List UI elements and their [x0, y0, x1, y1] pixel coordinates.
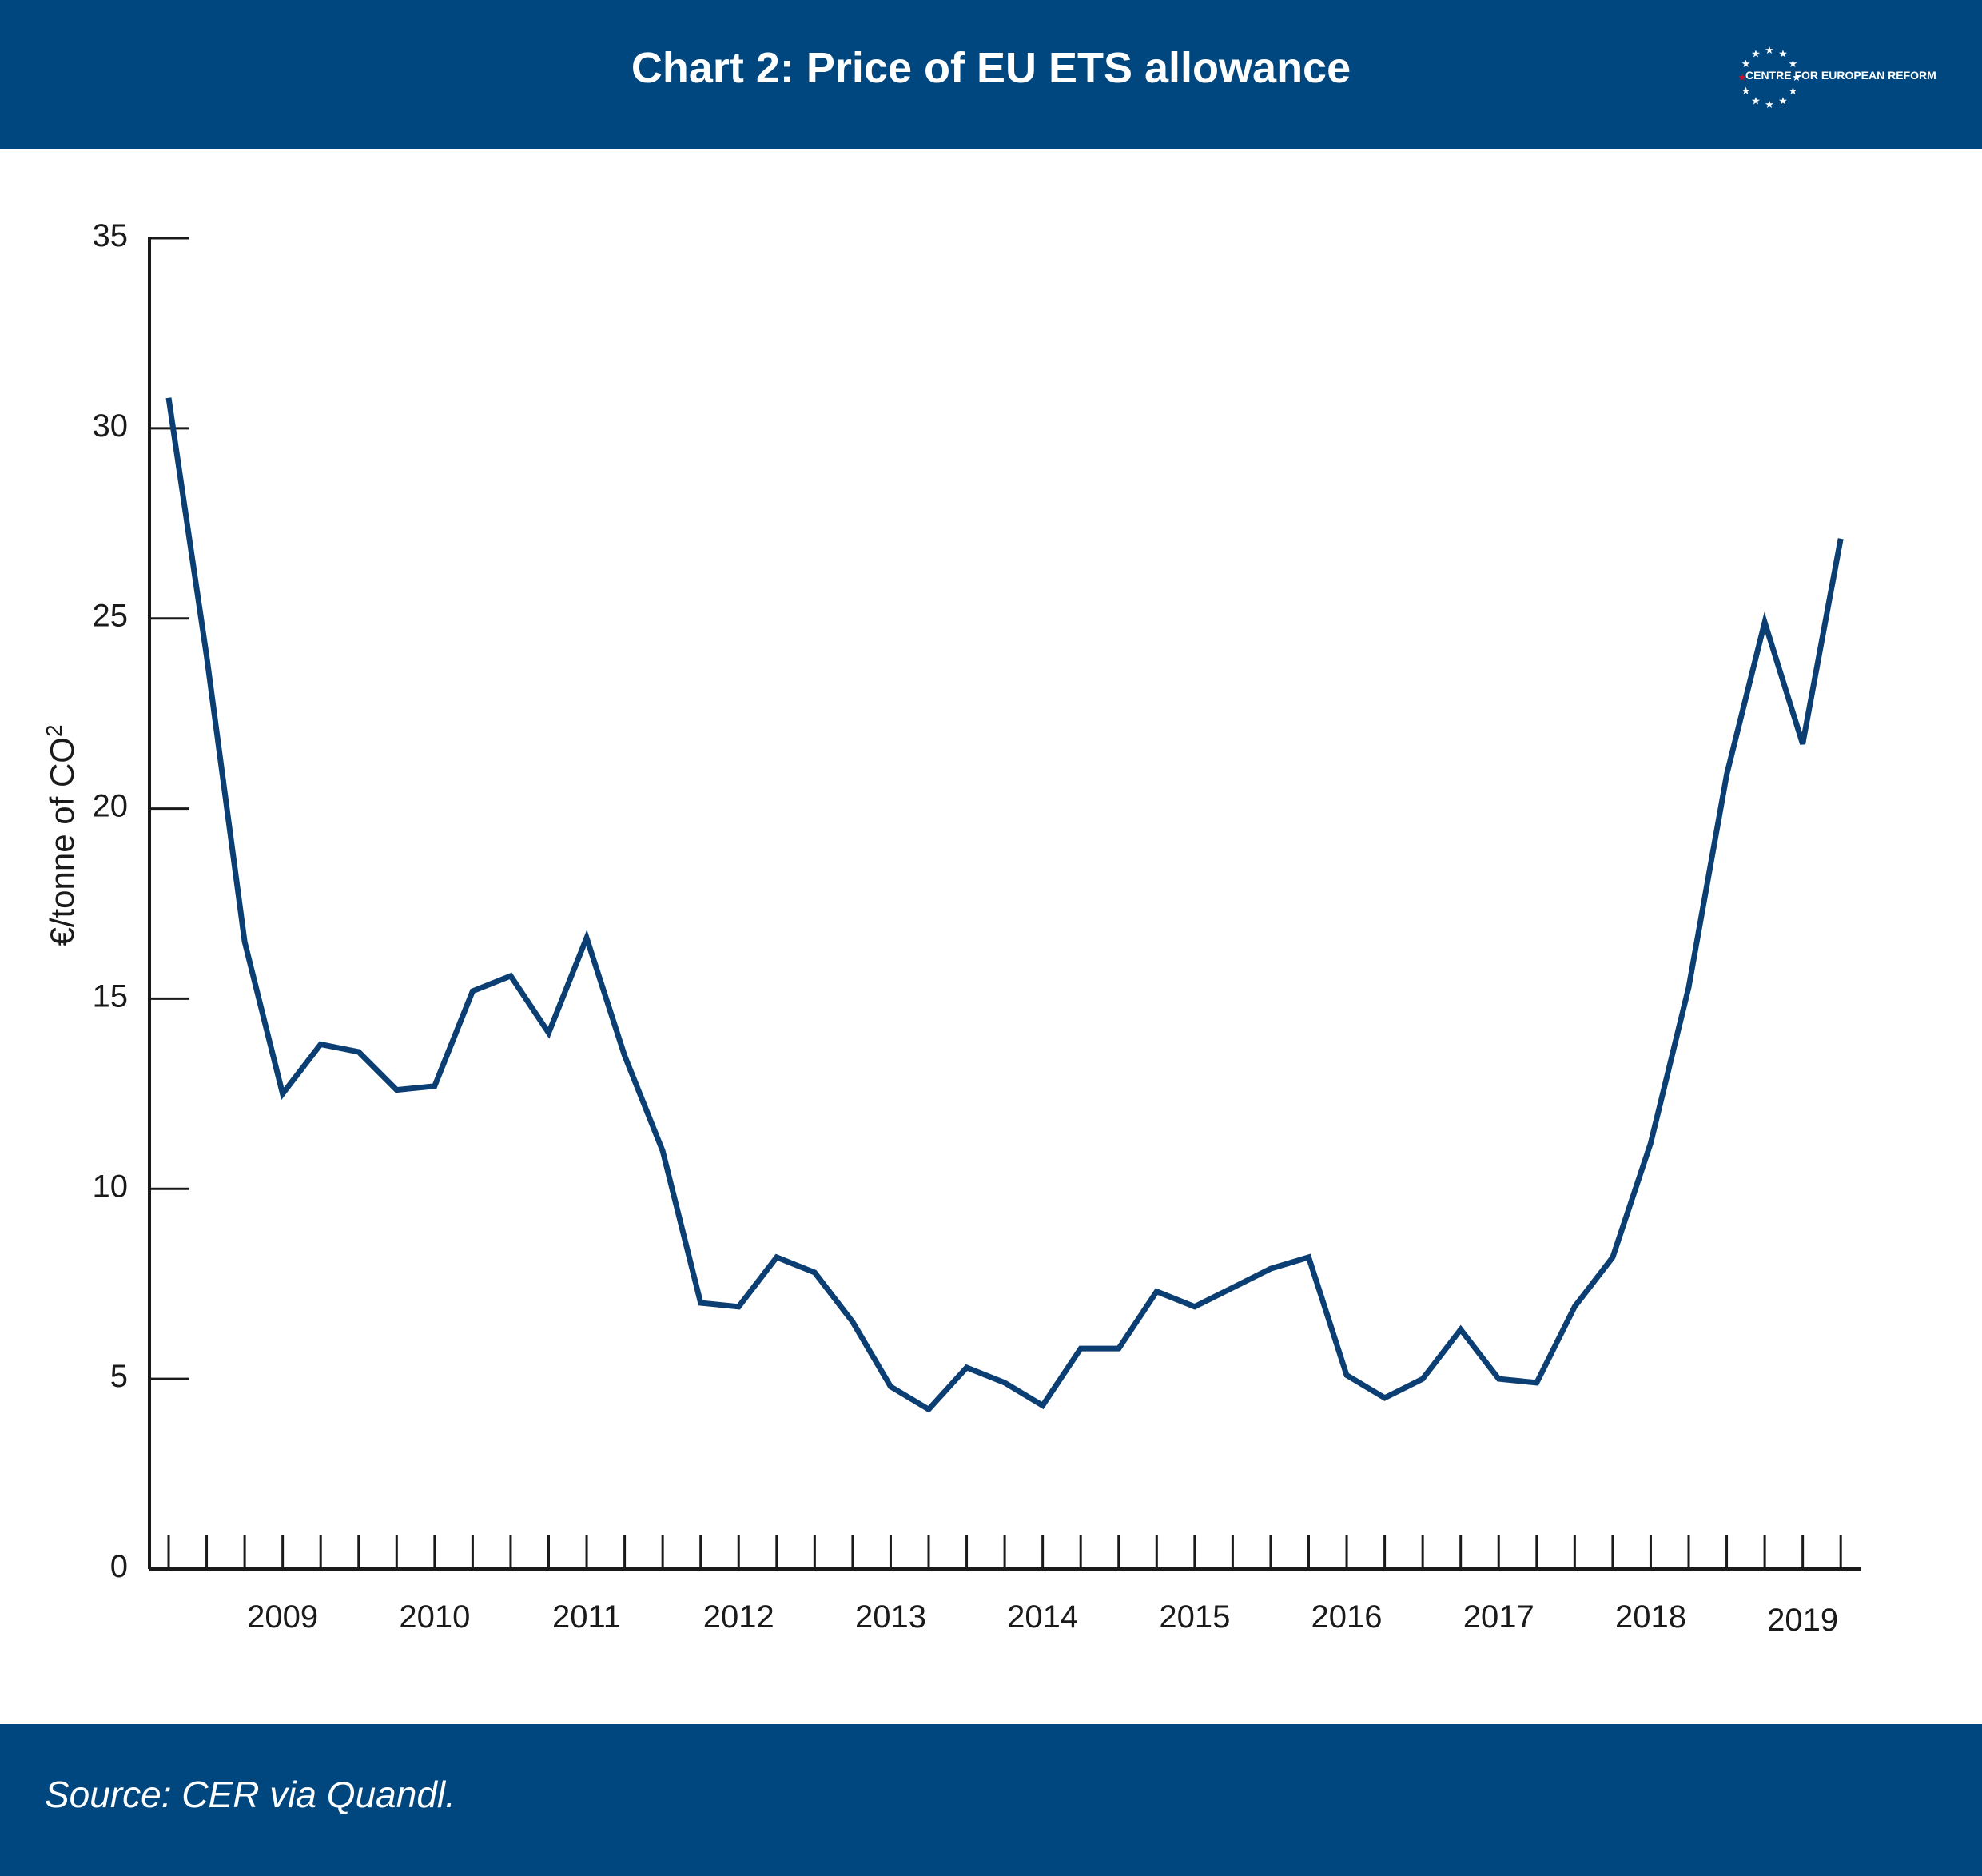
logo-star: ★ [1737, 72, 1747, 84]
logo-star: ★ [1765, 45, 1774, 57]
y-tick-label: 0 [110, 1549, 128, 1584]
series-layer [165, 397, 1844, 1413]
x-tick-label: 2013 [855, 1599, 926, 1635]
logo-star: ★ [1789, 86, 1798, 98]
logo-star: ★ [1751, 95, 1761, 107]
series-line-0 [165, 397, 1844, 1413]
x-tick-label: 2014 [1007, 1599, 1078, 1635]
logo-star: ★ [1789, 58, 1798, 70]
x-tick-label: 2012 [703, 1599, 774, 1635]
logo-text: CENTRE FOR EUROPEAN REFORM [1745, 69, 1936, 82]
y-tick-label: 25 [93, 599, 129, 634]
logo-star: ★ [1741, 86, 1751, 98]
logo-star: ★ [1792, 72, 1801, 84]
eu-stars-icon: ★ ★★★★★★★★★★★ [1737, 45, 1801, 110]
y-tick-label: 10 [93, 1169, 129, 1204]
y-tick-label: 20 [93, 789, 129, 824]
header-bar [0, 0, 1982, 149]
x-tick-label: 2015 [1159, 1599, 1230, 1635]
x-tick-label: 2011 [552, 1599, 621, 1635]
y-tick-label: 30 [93, 408, 129, 444]
footer-bar [0, 1724, 1982, 1876]
source-note: Source: CER via Quandl. [45, 1774, 456, 1815]
logo-star: ★ [1778, 49, 1788, 61]
y-tick-label: 35 [93, 218, 129, 253]
x-tick-label: 2017 [1463, 1599, 1534, 1635]
logo-star: ★ [1741, 58, 1751, 70]
y-axis: 0 5 10 15 20 25 30 35 [93, 218, 189, 1584]
cer-logo: ★ ★★★★★★★★★★★ [1737, 45, 1801, 110]
x-axis: 2009 2010 2011 2012 2013 2014 2015 2016 2017 2018… [149, 1535, 1861, 1638]
x-tick-label: 2009 [247, 1599, 318, 1635]
logo-star: ★ [1765, 99, 1774, 110]
logo-star: ★ [1751, 49, 1761, 61]
x-tick-label: 2018 [1615, 1599, 1686, 1635]
chart-title: Chart 2: Price of EU ETS allowance [631, 44, 1351, 92]
y-tick-label: 5 [110, 1359, 128, 1394]
x-tick-label: 2016 [1311, 1599, 1383, 1635]
x-tick-label: 2010 [399, 1599, 470, 1635]
logo-star: ★ [1778, 95, 1788, 107]
x-tick-label: 2019 [1767, 1603, 1838, 1638]
y-tick-label: 15 [93, 978, 129, 1014]
y-axis-title: €/tonne of CO2 [42, 724, 82, 946]
